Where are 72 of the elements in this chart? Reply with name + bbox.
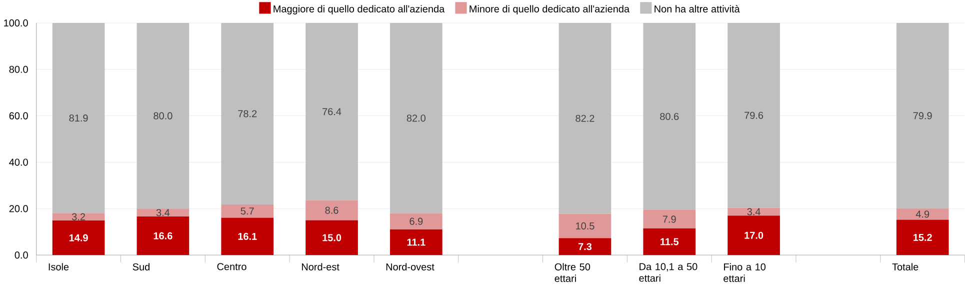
bar xyxy=(728,215,780,255)
data-label: 8.6 xyxy=(325,206,338,214)
y-tick-label: 0.0 xyxy=(14,251,28,258)
y-tick-label: 60.0 xyxy=(9,112,28,120)
data-label: 6.9 xyxy=(410,218,423,225)
x-tick-label: Nord-est xyxy=(302,262,340,270)
bar xyxy=(728,208,780,216)
bar xyxy=(558,238,612,255)
x-tick-label: Da 10,1 a 50 ettari xyxy=(639,262,698,282)
data-label: 7.3 xyxy=(578,242,592,250)
data-label: 17.0 xyxy=(744,232,764,239)
bar xyxy=(390,229,442,255)
bar xyxy=(306,220,358,255)
bar xyxy=(558,214,612,238)
bar xyxy=(643,210,696,228)
bar xyxy=(136,22,190,208)
bar xyxy=(136,216,190,255)
legend-label: Maggiore di quello dedicato all'azienda xyxy=(274,4,445,14)
bar xyxy=(643,22,696,210)
bar xyxy=(896,22,949,208)
data-label: 76.4 xyxy=(322,108,342,116)
x-tick-label: Oltre 50 ettari xyxy=(554,262,590,282)
data-label: 79.6 xyxy=(744,112,764,119)
data-label: 16.6 xyxy=(154,232,172,240)
data-label: 82.0 xyxy=(406,114,426,122)
legend-label: Minore di quello dedicato all'azienda xyxy=(470,4,630,14)
bar xyxy=(52,212,105,220)
x-tick-label: Isole xyxy=(48,262,69,270)
bar xyxy=(221,218,274,255)
bar xyxy=(52,220,105,255)
bar xyxy=(558,22,612,214)
data-label: 3.2 xyxy=(72,213,85,220)
data-label: 11.5 xyxy=(660,238,679,246)
bar xyxy=(221,204,274,218)
data-label: 15.0 xyxy=(322,234,342,242)
x-tick-label: Fino a 10 ettari xyxy=(724,262,766,282)
data-label: 15.2 xyxy=(914,234,932,241)
data-label: 82.2 xyxy=(576,114,594,122)
data-label: 78.2 xyxy=(238,110,257,118)
bar xyxy=(390,213,442,230)
bar xyxy=(896,208,949,220)
data-label: 80.6 xyxy=(660,112,679,120)
bar xyxy=(52,22,105,213)
x-tick-label: Totale xyxy=(892,262,918,270)
x-tick-label: Centro xyxy=(217,262,246,270)
data-label: 3.4 xyxy=(156,208,170,216)
data-label: 16.1 xyxy=(238,232,257,240)
bar xyxy=(221,22,274,204)
y-tick-label: 20.0 xyxy=(9,204,28,212)
y-tick-label: 40.0 xyxy=(9,158,28,166)
data-label: 79.9 xyxy=(913,112,932,120)
data-label: 3.4 xyxy=(747,208,760,216)
data-label: 7.9 xyxy=(662,216,676,223)
bar xyxy=(136,208,190,216)
bar xyxy=(896,220,949,255)
bar xyxy=(306,200,358,220)
bar xyxy=(306,22,358,200)
x-tick-label: Sud xyxy=(132,262,150,270)
data-label: 10.5 xyxy=(576,222,594,230)
bar xyxy=(390,22,442,214)
data-label: 14.9 xyxy=(69,234,88,242)
legend-label: Non ha altre attività xyxy=(654,4,740,12)
data-label: 81.9 xyxy=(69,114,88,122)
data-label: 80.0 xyxy=(154,112,172,120)
x-tick-label: Nord-ovest xyxy=(386,262,434,270)
bar xyxy=(728,22,780,208)
data-label: 4.9 xyxy=(916,210,930,218)
data-label: 5.7 xyxy=(240,207,254,214)
data-label: 11.1 xyxy=(407,238,426,246)
bar xyxy=(643,228,696,255)
y-tick-label: 80.0 xyxy=(9,66,28,73)
y-tick-label: 100.0 xyxy=(4,19,28,26)
